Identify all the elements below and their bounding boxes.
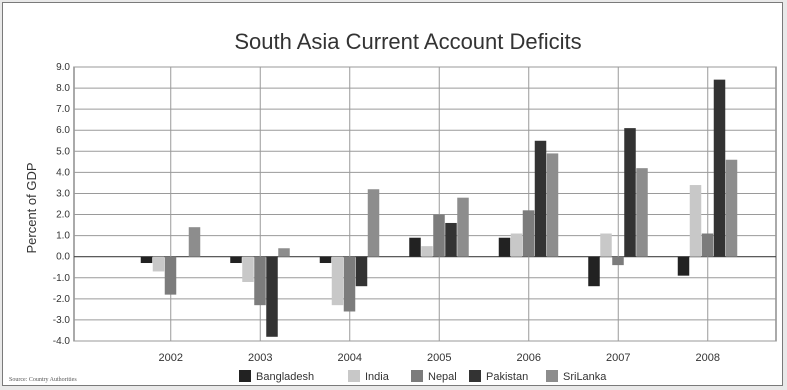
y-axis-label: Percent of GDP [24,162,39,253]
plot-area-border [73,66,777,342]
x-tick-label: 2004 [338,352,362,364]
y-tick-label: 3.0 [56,188,70,199]
legend-label-bangladesh: Bangladesh [256,371,314,383]
bar-nepal-2002 [164,256,177,295]
bar-nepal-2008 [701,233,714,257]
legend-swatch-bangladesh [239,370,251,382]
legend-label-nepal: Nepal [428,371,457,383]
legend-label-pakistan: Pakistan [486,371,528,383]
y-tick-label: 0.0 [56,252,70,263]
bar-pakistan-2008 [713,79,726,257]
y-tick-label: 2.0 [56,210,70,221]
bar-bangladesh-2008 [677,256,690,276]
source-note: Source: Country Authorities [9,377,77,383]
y-tick-label: 6.0 [56,125,70,136]
y-tick-label: -2.0 [53,294,71,305]
bar-srilanka-2002 [188,227,201,257]
y-tick-label: 4.0 [56,167,70,178]
chart-canvas: South Asia Current Account Deficits Perc… [9,29,777,383]
legend-label-srilanka: SriLanka [563,371,607,383]
y-tick-label: 9.0 [56,62,70,73]
bars [140,79,738,337]
legend-swatch-srilanka [546,370,558,382]
y-tick-label: -3.0 [53,315,71,326]
y-tick-label: 8.0 [56,83,70,94]
bar-bangladesh-2003 [230,256,242,264]
bar-bangladesh-2004 [319,256,332,264]
x-tick-label: 2007 [606,352,630,364]
gridlines [73,66,777,342]
x-tick-label: 2008 [696,352,720,364]
bar-pakistan-2007 [624,128,636,257]
bar-nepal-2005 [433,214,445,257]
x-tick-label: 2003 [248,352,272,364]
bar-srilanka-2005 [457,197,469,257]
x-tick-label: 2002 [159,352,183,364]
y-tick-label: 5.0 [56,146,70,157]
bar-india-2006 [510,233,523,257]
bar-pakistan-2003 [266,256,278,337]
bar-srilanka-2007 [636,168,648,257]
bar-srilanka-2006 [546,153,559,257]
legend-swatch-nepal [411,370,423,382]
bar-srilanka-2004 [367,189,380,257]
x-tick-label: 2006 [517,352,541,364]
bar-nepal-2006 [522,210,535,257]
y-tick-label: 1.0 [56,231,70,242]
chart-frame: South Asia Current Account Deficits Perc… [2,2,783,386]
bar-bangladesh-2007 [588,256,600,287]
legend-swatch-india [348,370,360,382]
bar-nepal-2003 [254,256,266,306]
y-tick-labels: 9.0 8.0 7.0 6.0 5.0 4.0 3.0 2.0 1.0 0.0 -1.0 -2.0 -3… [53,62,71,347]
bar-india-2005 [421,246,433,257]
bar-bangladesh-2006 [498,237,511,257]
x-tick-labels: 2002 2003 2004 2005 2006 2007 2008 [159,352,720,364]
bar-india-2004 [331,256,344,306]
bar-bangladesh-2002 [140,256,153,264]
bar-india-2002 [152,256,165,272]
bar-nepal-2004 [343,256,356,312]
y-tick-label: -4.0 [53,336,71,347]
x-tick-label: 2005 [427,352,451,364]
bar-bangladesh-2005 [409,237,421,257]
bar-srilanka-2003 [278,248,290,257]
bar-nepal-2007 [612,256,624,266]
y-tick-label: -1.0 [53,273,71,284]
bar-pakistan-2004 [355,256,368,287]
bar-india-2007 [600,233,612,257]
bar-india-2008 [689,185,702,257]
bar-pakistan-2006 [534,140,547,257]
chart-title: South Asia Current Account Deficits [234,29,581,54]
legend-label-india: India [365,371,390,383]
bar-pakistan-2005 [445,222,457,257]
bar-srilanka-2008 [725,159,738,257]
legend: Bangladesh India Nepal Pakistan SriLanka [239,370,607,383]
y-tick-label: 7.0 [56,104,70,115]
bar-india-2003 [242,256,254,282]
legend-swatch-pakistan [469,370,481,382]
